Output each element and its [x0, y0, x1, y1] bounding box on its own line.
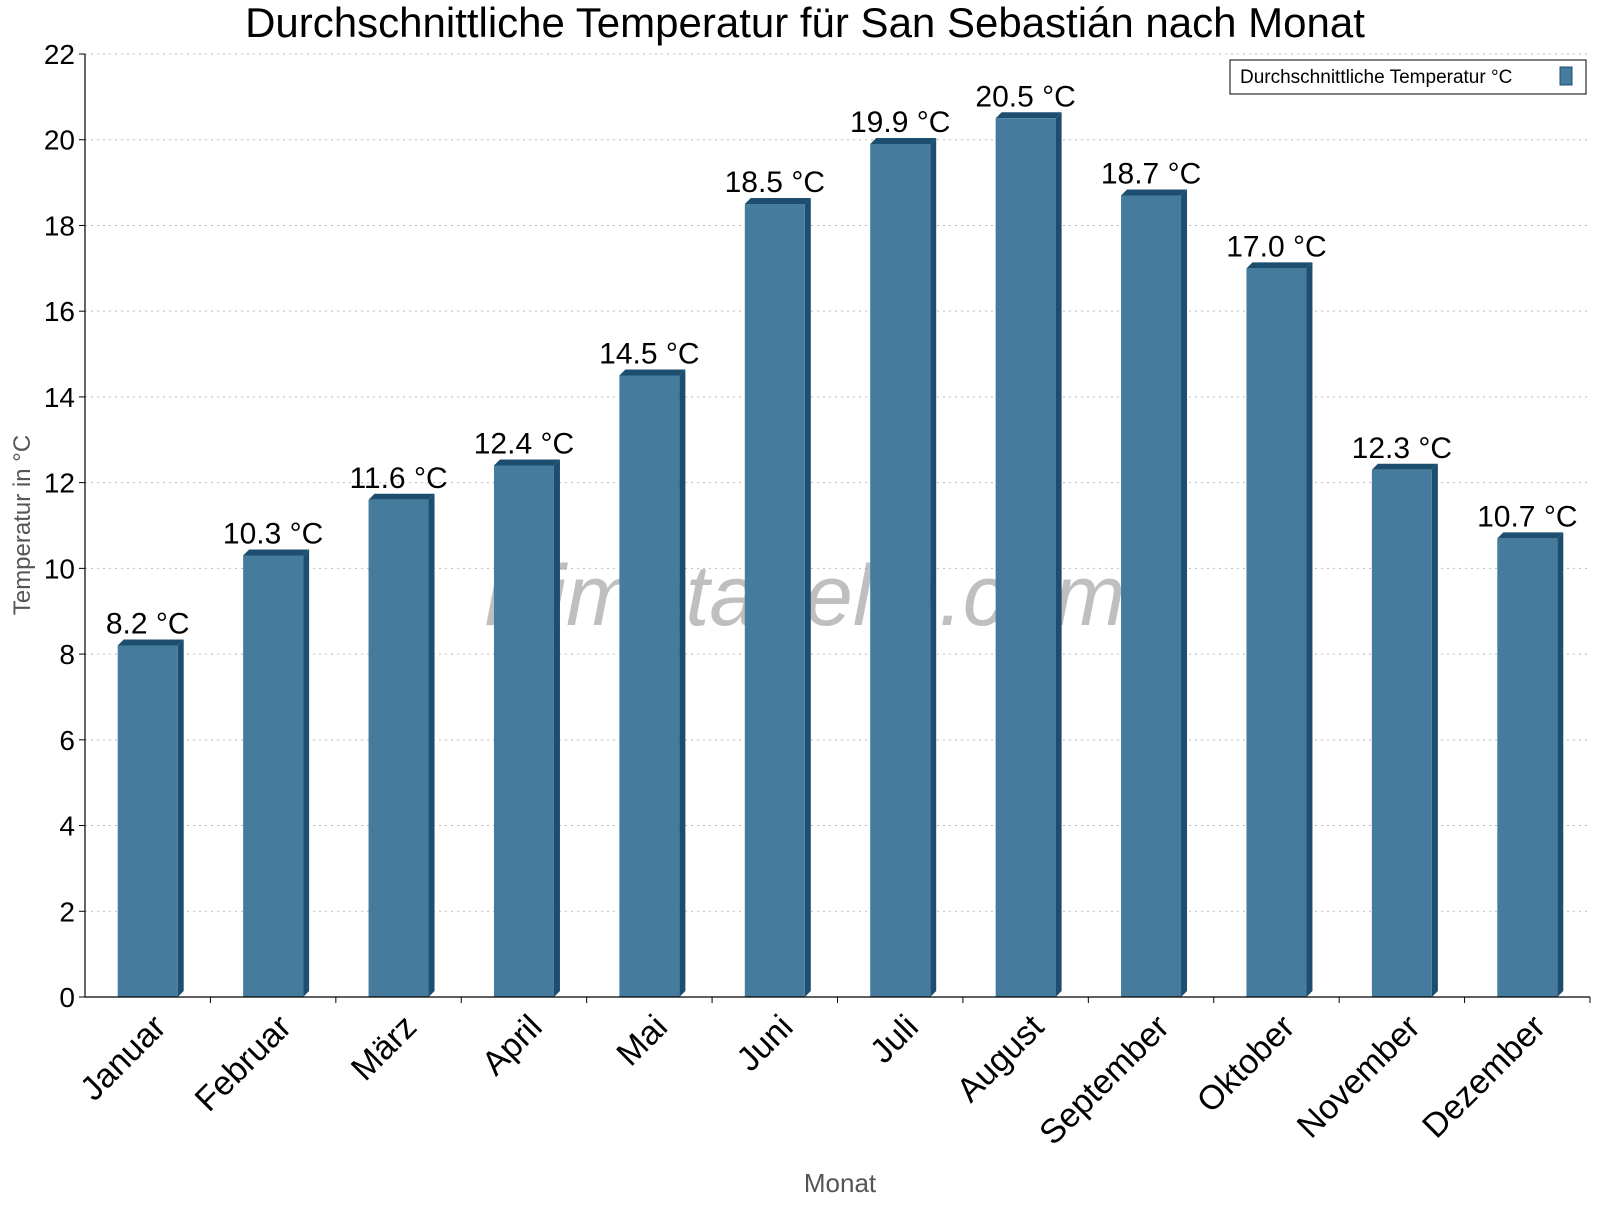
bar-side	[1181, 189, 1188, 997]
x-tick-label: September	[1032, 1008, 1176, 1152]
bar	[117, 645, 178, 997]
bar-value-label: 10.7 °C	[1477, 500, 1577, 533]
bar-side	[428, 493, 435, 997]
bar-top	[368, 493, 435, 500]
bar-value-label: 8.2 °C	[106, 608, 190, 641]
bar-value-label: 20.5 °C	[975, 80, 1075, 113]
bar-group: 10.7 °C	[1477, 500, 1577, 997]
bar-group: 12.3 °C	[1352, 432, 1452, 997]
bar-top	[1497, 532, 1564, 539]
x-tick-label: Juni	[729, 1008, 800, 1079]
bar-value-label: 11.6 °C	[349, 462, 447, 495]
bar-side	[1557, 532, 1564, 997]
x-tick-label: Oktober	[1190, 1008, 1302, 1120]
gridlines	[85, 53, 1590, 912]
bar-group: 12.4 °C	[474, 427, 574, 997]
y-tick-label: 8	[59, 639, 75, 670]
bar-value-label: 19.9 °C	[850, 106, 950, 139]
y-tick-label: 4	[59, 811, 75, 842]
y-tick-label: 22	[44, 39, 75, 70]
x-tick-label: Februar	[188, 1008, 299, 1119]
y-tick-label: 6	[59, 725, 75, 756]
bar-value-label: 17.0 °C	[1226, 230, 1326, 263]
bar	[493, 465, 554, 997]
bar-group: 17.0 °C	[1226, 230, 1327, 997]
x-tick-label: Juli	[863, 1008, 926, 1071]
bar-side	[303, 549, 310, 997]
y-tick-label: 12	[44, 468, 75, 499]
x-axis-ticks: Januar Februar März April Mai Juni Juli AugustS…	[73, 997, 1591, 1152]
bar	[1121, 195, 1182, 997]
bar	[243, 555, 304, 997]
bar-top	[117, 639, 184, 646]
y-tick-label: 10	[44, 553, 75, 584]
x-tick-label: November	[1290, 1008, 1428, 1146]
bar-top	[619, 369, 686, 376]
x-tick-label: April	[475, 1008, 550, 1083]
bar-side	[1431, 463, 1438, 997]
bar-side	[804, 198, 811, 998]
bar-top	[1121, 189, 1188, 196]
bar-top	[744, 198, 811, 205]
bar-side	[679, 369, 686, 997]
chart-title: Durchschnittliche Temperatur für San Seb…	[245, 0, 1365, 46]
bar	[995, 118, 1056, 997]
y-tick-label: 18	[44, 210, 75, 241]
x-tick-label: März	[344, 1008, 424, 1088]
y-tick-label: 20	[44, 125, 75, 156]
x-tick-label: Januar	[73, 1008, 173, 1108]
y-tick-label: 2	[59, 896, 75, 927]
x-tick-label: Dezember	[1415, 1008, 1553, 1146]
legend-label: Durchschnittliche Temperatur °C	[1240, 67, 1512, 88]
bar-side	[177, 639, 184, 997]
bar-side	[1055, 112, 1062, 997]
bar	[1371, 469, 1432, 997]
bar-group: 19.9 °C	[850, 106, 950, 997]
bar-value-label: 12.3 °C	[1352, 432, 1452, 465]
x-tick-label: Mai	[609, 1008, 675, 1074]
bar-side	[1306, 262, 1313, 997]
x-axis-label: Monat	[804, 1168, 877, 1198]
bar-group: 14.5 °C	[599, 337, 700, 997]
legend-swatch	[1559, 66, 1573, 86]
bar-group: 11.6 °C	[349, 462, 448, 997]
bar-top	[243, 549, 310, 556]
x-tick-label: August	[950, 1007, 1052, 1109]
bar-group: 20.5 °C	[975, 80, 1076, 997]
bar-top	[1371, 463, 1438, 470]
bar-top	[493, 459, 560, 466]
y-axis-label: Temperatur in °C	[9, 435, 36, 615]
legend: Durchschnittliche Temperatur °C	[1229, 59, 1587, 95]
bar	[368, 499, 429, 997]
bar-top	[1246, 262, 1313, 269]
bar-value-label: 12.4 °C	[474, 427, 574, 460]
bar	[870, 144, 931, 997]
y-axis-ticks: 0 2 4 6 8 10 12 14 16 18 20 22	[44, 39, 85, 1013]
y-tick-label: 16	[44, 296, 75, 327]
bar-group: 18.5 °C	[725, 166, 825, 998]
bar-side	[930, 138, 937, 997]
legend-box	[1229, 59, 1587, 95]
bar-top	[995, 112, 1062, 119]
bar	[1497, 538, 1558, 997]
bar-side	[553, 459, 560, 997]
bar-top	[870, 138, 937, 145]
bar	[1246, 268, 1307, 997]
bars: 8.2 °C 10.3 °C 11.6 °C 12.4 °C 14.5 °C 18.5 °…	[106, 80, 1577, 998]
bar-group: 10.3 °C	[223, 518, 323, 997]
bar	[744, 204, 805, 998]
bar	[619, 375, 680, 997]
bar-value-label: 14.5 °C	[599, 337, 699, 370]
bar-group: 18.7 °C	[1101, 157, 1201, 997]
bar-value-label: 10.3 °C	[223, 518, 323, 551]
y-tick-label: 0	[59, 982, 75, 1013]
bar-value-label: 18.7 °C	[1101, 157, 1201, 190]
bar-group: 8.2 °C	[106, 608, 190, 997]
bar-value-label: 18.5 °C	[725, 166, 825, 199]
y-tick-label: 14	[44, 382, 75, 413]
